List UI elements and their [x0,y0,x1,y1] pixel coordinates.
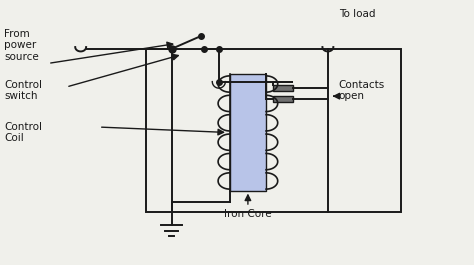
Text: Iron Core: Iron Core [224,209,272,219]
Bar [273,96,293,101]
Text: From
power
source: From power source [4,29,39,62]
Bar [146,49,401,213]
Text: Control
Coil: Control Coil [4,122,42,143]
Text: Contacts
open: Contacts open [339,80,385,101]
Text: To load: To load [339,9,375,19]
Bar [230,74,266,191]
Text: Control
switch: Control switch [4,80,42,101]
Bar [273,85,293,91]
